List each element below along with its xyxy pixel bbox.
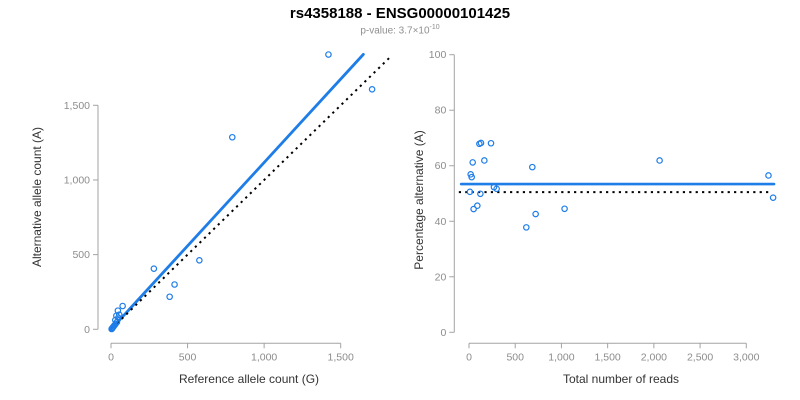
data-point (523, 224, 530, 231)
data-point (196, 257, 203, 264)
y-tick-label: 100 (429, 49, 447, 61)
x-tick-label: 0 (466, 351, 472, 363)
pvalue-subtitle: p-value: 3.7×10-10 (360, 24, 439, 36)
data-point (765, 172, 772, 179)
identity-line (111, 56, 391, 329)
left-plot-x-axis-title: Reference allele count (G) (178, 372, 320, 386)
y-tick-label: 500 (72, 249, 90, 261)
pvalue-text: p-value: 3.7×10 (360, 25, 430, 37)
y-tick-label: 1,000 (64, 174, 90, 186)
data-point (115, 311, 123, 318)
x-tick-label: 500 (179, 351, 197, 363)
pvalue-exponent: -10 (429, 24, 440, 31)
data-point (487, 139, 495, 147)
x-tick-label: 1,500 (328, 351, 354, 363)
regression-line (109, 52, 365, 331)
x-tick-label: 2,000 (641, 351, 667, 363)
data-point (474, 202, 481, 210)
x-tick-label: 1,500 (595, 351, 621, 363)
x-tick-label: 3,000 (733, 351, 759, 363)
x-tick-label: 500 (506, 351, 524, 363)
data-point (477, 190, 484, 198)
data-point (108, 325, 115, 333)
data-point (113, 312, 120, 320)
data-point (228, 133, 236, 141)
y-tick-label: 0 (440, 327, 446, 339)
y-tick-label: 20 (435, 271, 447, 283)
right-plot-x-axis-title: Total number of reads (562, 372, 680, 386)
y-tick-label: 1,500 (64, 100, 90, 112)
y-tick-label: 80 (435, 105, 447, 117)
figure-title: rs4358188 - ENSG00000101425 (289, 5, 511, 22)
data-point (493, 185, 500, 193)
x-tick-label: 2,500 (687, 351, 713, 363)
percentage-vs-reads-plot: 0 20 40 60 80 100 0 500 1,000 1,500 2,000 2,500 3,00… (429, 49, 777, 363)
x-tick-label: 0 (108, 351, 114, 363)
y-tick-label: 0 (84, 324, 90, 336)
y-tick-label: 60 (435, 160, 447, 172)
data-point (529, 163, 536, 171)
allele-counts-plot: 0 500 1,000 1,500 0 500 1,000 1,500 (64, 51, 391, 363)
y-tick-label: 40 (435, 216, 447, 228)
data-point (468, 173, 475, 181)
data-point (171, 281, 178, 288)
data-point (470, 205, 477, 213)
data-point (656, 157, 663, 164)
data-point (532, 210, 539, 218)
data-point (368, 86, 376, 93)
data-point (166, 293, 173, 301)
data-point (561, 205, 568, 213)
data-point (477, 139, 485, 147)
data-point (325, 51, 332, 58)
x-tick-label: 1,000 (548, 351, 574, 363)
data-point (150, 265, 158, 272)
data-point (481, 157, 488, 164)
x-tick-label: 1,000 (251, 351, 277, 363)
data-point (469, 159, 476, 166)
data-point (769, 194, 777, 201)
data-point (119, 302, 126, 310)
data-point (466, 188, 474, 196)
